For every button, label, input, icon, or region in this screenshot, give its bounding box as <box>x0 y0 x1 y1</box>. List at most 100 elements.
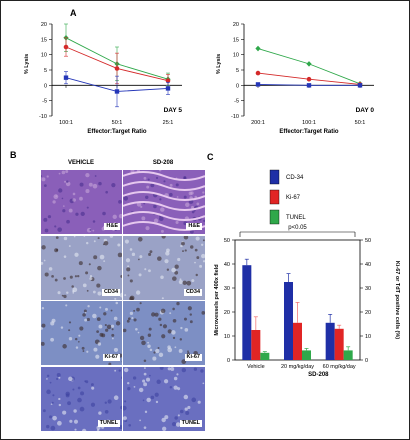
histology-tile: H&E <box>40 169 124 235</box>
data-point <box>165 86 171 91</box>
bar <box>343 350 353 360</box>
stain-label: H&E <box>186 222 202 230</box>
data-point <box>165 78 171 84</box>
stain-label: TUNEL <box>179 419 202 427</box>
stain-label: CD34 <box>101 288 120 296</box>
panel-a-label: A <box>70 8 77 18</box>
legend-swatch <box>269 189 280 205</box>
y-tick-label: 10 <box>233 53 239 59</box>
x-tick-label: Vehicle <box>247 364 265 370</box>
data-point <box>255 45 261 52</box>
tissue-texture <box>123 170 205 234</box>
y-tick-label: 15 <box>41 37 47 43</box>
x-axis-label: Effector:Target Ratio <box>279 129 339 135</box>
y-tick-label: 5 <box>44 68 47 74</box>
legend-label: Ki-67 <box>286 195 301 201</box>
x-tick-label: 50:1 <box>355 120 366 126</box>
chart-day5: -10 -5 0 5 10 15 20 100:1 50:1 25:1 Effector:Targe… <box>24 22 183 135</box>
tissue-texture <box>41 170 123 233</box>
y-tick-label: 0 <box>236 83 239 89</box>
y2-tick-label: 40 <box>365 262 371 268</box>
stain-label: Ki-67 <box>184 353 202 361</box>
x-tick-label: 50:1 <box>112 120 123 126</box>
data-point <box>306 83 312 88</box>
x-tick-label: 100:1 <box>59 120 73 126</box>
day-annotation: DAY 5 <box>164 107 183 114</box>
data-point <box>306 61 312 67</box>
stain-label: TUNEL <box>97 419 120 427</box>
histology-tile: CD34 <box>122 235 206 301</box>
x-tick-label: 200:1 <box>251 120 265 126</box>
y-tick-label: 30 <box>224 286 230 292</box>
bar <box>251 330 261 360</box>
y-axis-label: % Lysis <box>216 54 222 74</box>
data-point <box>306 76 312 82</box>
stain-label: Ki-67 <box>102 353 120 361</box>
legend-swatch <box>269 169 280 185</box>
legend-label: CD-34 <box>286 175 304 181</box>
histology-tile: TUNEL <box>122 366 206 432</box>
y-tick-label: 5 <box>236 68 239 74</box>
x-tick-label: 20 mg/kg/day <box>281 364 314 370</box>
tissue-texture <box>42 369 123 431</box>
y-tick-label: 50 <box>224 238 230 244</box>
y-tick-label: 0 <box>227 358 230 364</box>
y-tick-label: 10 <box>224 334 230 340</box>
data-point <box>255 70 261 76</box>
y2-tick-label: 0 <box>365 358 368 364</box>
y-tick-label: 10 <box>41 53 47 59</box>
panel-c-label: C <box>207 152 214 162</box>
y2-tick-label: 20 <box>365 310 371 316</box>
y-tick-label: 15 <box>233 37 239 43</box>
y-tick-label: -10 <box>39 114 47 120</box>
y-tick-label: 20 <box>224 310 230 316</box>
y2-axis-label: Ki-67 or TdT positive cells (%) <box>394 261 400 339</box>
x-axis-label: Effector:Target Ratio <box>87 129 147 135</box>
y-tick-label: -5 <box>234 99 239 105</box>
y2-tick-label: 30 <box>365 286 371 292</box>
data-point <box>255 82 261 87</box>
p-value-annotation: p<0.05 <box>288 225 307 231</box>
y2-tick-label: 10 <box>365 334 371 340</box>
y-tick-label: 20 <box>233 22 239 28</box>
legend-label: TUNEL <box>286 215 306 221</box>
bar <box>284 282 293 360</box>
y-tick-label: 40 <box>224 262 230 268</box>
y-tick-label: 0 <box>44 83 47 89</box>
bar <box>334 328 344 360</box>
y-tick-label: -5 <box>42 99 47 105</box>
histology-tile: CD34 <box>40 235 124 301</box>
panel-b-label: B <box>10 150 17 160</box>
data-point <box>357 83 363 88</box>
chart-microvessels: CD-34 Ki-67 TUNEL 0 0 10 10 20 20 30 30 40 40 50 50 Mic… <box>214 169 400 378</box>
histology-tile: H&E <box>122 169 206 235</box>
histology-tile: Ki-67 <box>122 300 206 366</box>
tissue-texture <box>124 236 205 300</box>
data-point <box>63 44 69 50</box>
bar <box>260 352 270 360</box>
col-header-sd208: SD-208 <box>152 160 174 166</box>
bar <box>242 265 252 360</box>
data-point <box>63 75 69 80</box>
histology-tile: Ki-67 <box>40 300 124 366</box>
stain-label: CD34 <box>183 288 202 296</box>
data-point <box>114 66 120 71</box>
y2-tick-label: 50 <box>365 238 371 244</box>
stain-label: H&E <box>104 222 120 230</box>
col-header-vehicle: VEHICLE <box>67 160 94 166</box>
histology-tile: TUNEL <box>40 366 124 432</box>
x-tick-label: 25:1 <box>163 120 174 126</box>
bar <box>293 322 302 360</box>
day-annotation: DAY 0 <box>356 107 375 114</box>
y-tick-label: -10 <box>231 114 239 120</box>
y-axis-label: Microvessels per 400x field <box>214 264 220 335</box>
bar <box>325 322 335 360</box>
legend-swatch <box>269 209 280 225</box>
tissue-texture <box>123 301 205 365</box>
y-axis-label: % Lysis <box>24 54 30 74</box>
data-point <box>114 89 120 94</box>
bar <box>302 350 311 360</box>
x-tick-label: 60 mg/kg/day <box>323 364 356 370</box>
y-tick-label: 20 <box>41 22 47 28</box>
tissue-texture <box>41 236 123 300</box>
